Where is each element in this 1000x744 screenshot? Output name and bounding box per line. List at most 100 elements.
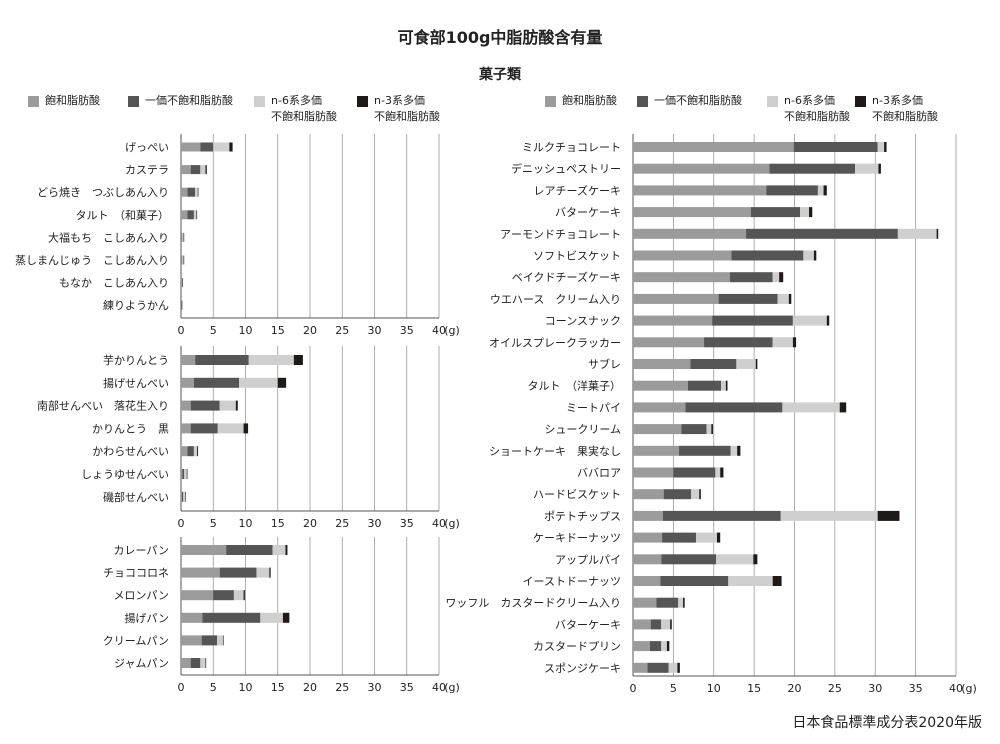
- bar-segment-n6: [777, 293, 789, 304]
- bar-segment-mono: [647, 662, 669, 673]
- legend-label-n3-line2: 不飽和脂肪酸: [374, 110, 440, 123]
- bar-segment-n3: [725, 380, 728, 391]
- x-tick-label: 20: [303, 324, 317, 337]
- bar-segment-n6: [800, 207, 810, 218]
- bar-segment-mono: [213, 590, 234, 601]
- legend-swatch-saturated: [545, 96, 556, 107]
- legend-swatch-n6: [767, 96, 778, 107]
- legend-left: 飽和脂肪酸 一価不飽和脂肪酸 n-6系多価 不飽和脂肪酸 n-3系多価 不飽和脂…: [28, 93, 468, 129]
- legend-swatch-mono: [637, 96, 648, 107]
- bar-segment-n6: [817, 185, 824, 196]
- bar-segment-saturated: [181, 187, 188, 197]
- bar-segment-n3: [753, 554, 758, 565]
- bar-segment-n6: [217, 635, 223, 646]
- bar-segment-mono: [202, 612, 261, 623]
- category-label: イーストドーナッツ: [523, 575, 621, 588]
- bar-segment-n3: [205, 165, 207, 175]
- bar-segment-mono: [190, 165, 201, 175]
- bar-segment-mono: [746, 228, 898, 239]
- bar-segment-n3: [670, 619, 672, 630]
- bar-segment-saturated: [181, 232, 182, 242]
- bar-segment-n3: [677, 662, 680, 673]
- legend-label-n6-line2: 不飽和脂肪酸: [784, 110, 850, 123]
- legend-label-mono: 一価不飽和脂肪酸: [145, 94, 233, 107]
- bar-segment-n3: [839, 402, 847, 413]
- chart-subtitle: 菓子類: [479, 67, 521, 83]
- bar-segment-n3: [197, 187, 199, 197]
- x-tick-label: 15: [271, 681, 285, 694]
- bar-segment-n6: [213, 142, 230, 152]
- category-label: どら焼き つぶしあん入り: [37, 186, 169, 199]
- bar-segment-n6: [715, 467, 721, 478]
- bar-segment-n6: [782, 402, 840, 413]
- bar-segment-mono: [187, 210, 194, 220]
- bar-segment-mono: [650, 619, 662, 630]
- bar-segment-n3: [779, 272, 784, 283]
- category-label: 蒸しまんじゅう こしあん入り: [15, 254, 169, 267]
- category-label: チョココロネ: [103, 567, 169, 580]
- bar-segment-saturated: [633, 185, 767, 196]
- bar-segment-mono: [219, 567, 257, 578]
- bar-segment-mono: [750, 207, 801, 218]
- category-label: カスタードプリン: [533, 640, 621, 653]
- bar-segment-n6: [706, 424, 712, 435]
- x-tick-label: 15: [271, 324, 285, 337]
- bar-segment-n6: [780, 510, 878, 521]
- bar-segment-mono: [201, 635, 218, 646]
- x-tick-label: 35: [400, 681, 414, 694]
- category-label: 大福もち こしあん入り: [48, 230, 169, 244]
- x-tick-label: 25: [828, 682, 842, 695]
- bar-segment-mono: [181, 255, 183, 265]
- category-label: 揚げパン: [124, 612, 169, 625]
- bar-segment-n6: [897, 228, 937, 239]
- category-label: ポテトチップス: [544, 510, 621, 523]
- category-label: タルト （洋菓子）: [528, 379, 622, 393]
- bar-segment-saturated: [181, 165, 191, 175]
- category-label: ミルクチョコレート: [522, 141, 621, 154]
- bar-segment-n3: [185, 491, 186, 502]
- bar-segment-n3: [878, 163, 881, 174]
- legend-label-n3-line1: n-3系多価: [872, 94, 923, 107]
- x-tick-label: 40: [949, 682, 963, 695]
- legend-label-saturated: 飽和脂肪酸: [562, 94, 617, 107]
- x-tick-label: 20: [303, 517, 317, 530]
- bar-segment-saturated: [633, 510, 663, 521]
- bar-segment-saturated: [633, 163, 770, 174]
- bar-segment-n6: [182, 255, 184, 265]
- bar-segment-n3: [699, 489, 701, 500]
- category-label: 芋かりんとう: [103, 354, 169, 367]
- category-label: オイルスプレークラッカー: [489, 336, 621, 349]
- bar-segment-n6: [772, 337, 793, 348]
- x-tick-label: 30: [868, 682, 882, 695]
- bar-segment-mono: [729, 272, 773, 283]
- bar-segment-mono: [660, 576, 729, 586]
- bar-segment-mono: [187, 187, 196, 197]
- category-label: ミートパイ: [566, 401, 621, 414]
- bar-segment-n3: [792, 337, 797, 348]
- bar-segment-saturated: [633, 359, 691, 369]
- bar-segment-n6: [256, 567, 270, 578]
- x-tick-label: 10: [239, 681, 253, 694]
- bar-segment-n6: [217, 423, 244, 434]
- x-tick-label: 5: [210, 517, 217, 530]
- bar-segment-n6: [691, 489, 700, 500]
- legend-right: 飽和脂肪酸 一価不飽和脂肪酸 n-6系多価 不飽和脂肪酸 n-3系多価 不飽和脂…: [545, 93, 985, 129]
- bar-segment-n3: [229, 142, 233, 152]
- category-label: メロンパン: [113, 589, 169, 602]
- x-unit-label: (g): [444, 517, 460, 530]
- category-label: サブレ: [588, 357, 621, 371]
- legend-swatch-n3: [855, 96, 866, 107]
- x-tick-label: 35: [909, 682, 923, 695]
- bar-segment-saturated: [633, 576, 661, 586]
- bar-segment-n3: [197, 446, 199, 457]
- bar-segment-saturated: [181, 355, 196, 365]
- x-tick-label: 25: [335, 517, 349, 530]
- bar-segment-n6: [181, 278, 183, 288]
- category-label: かわらせんべい: [92, 445, 169, 458]
- bar-segment-n6: [695, 532, 717, 543]
- bar-segment-saturated: [633, 315, 713, 326]
- legend-label-mono: 一価不飽和脂肪酸: [654, 94, 742, 107]
- x-tick-label: 0: [178, 681, 185, 694]
- bar-segment-n3: [222, 635, 224, 646]
